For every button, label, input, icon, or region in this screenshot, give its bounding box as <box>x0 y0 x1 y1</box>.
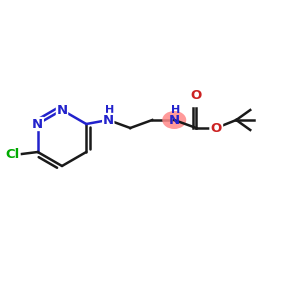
Text: O: O <box>211 122 222 134</box>
Text: N: N <box>103 113 114 127</box>
Text: Cl: Cl <box>5 148 20 160</box>
Text: H: H <box>171 105 180 115</box>
Text: N: N <box>56 103 68 116</box>
Ellipse shape <box>162 111 186 129</box>
Text: H: H <box>105 105 114 115</box>
Text: N: N <box>169 115 180 128</box>
Text: O: O <box>190 89 202 102</box>
Text: N: N <box>32 118 43 130</box>
